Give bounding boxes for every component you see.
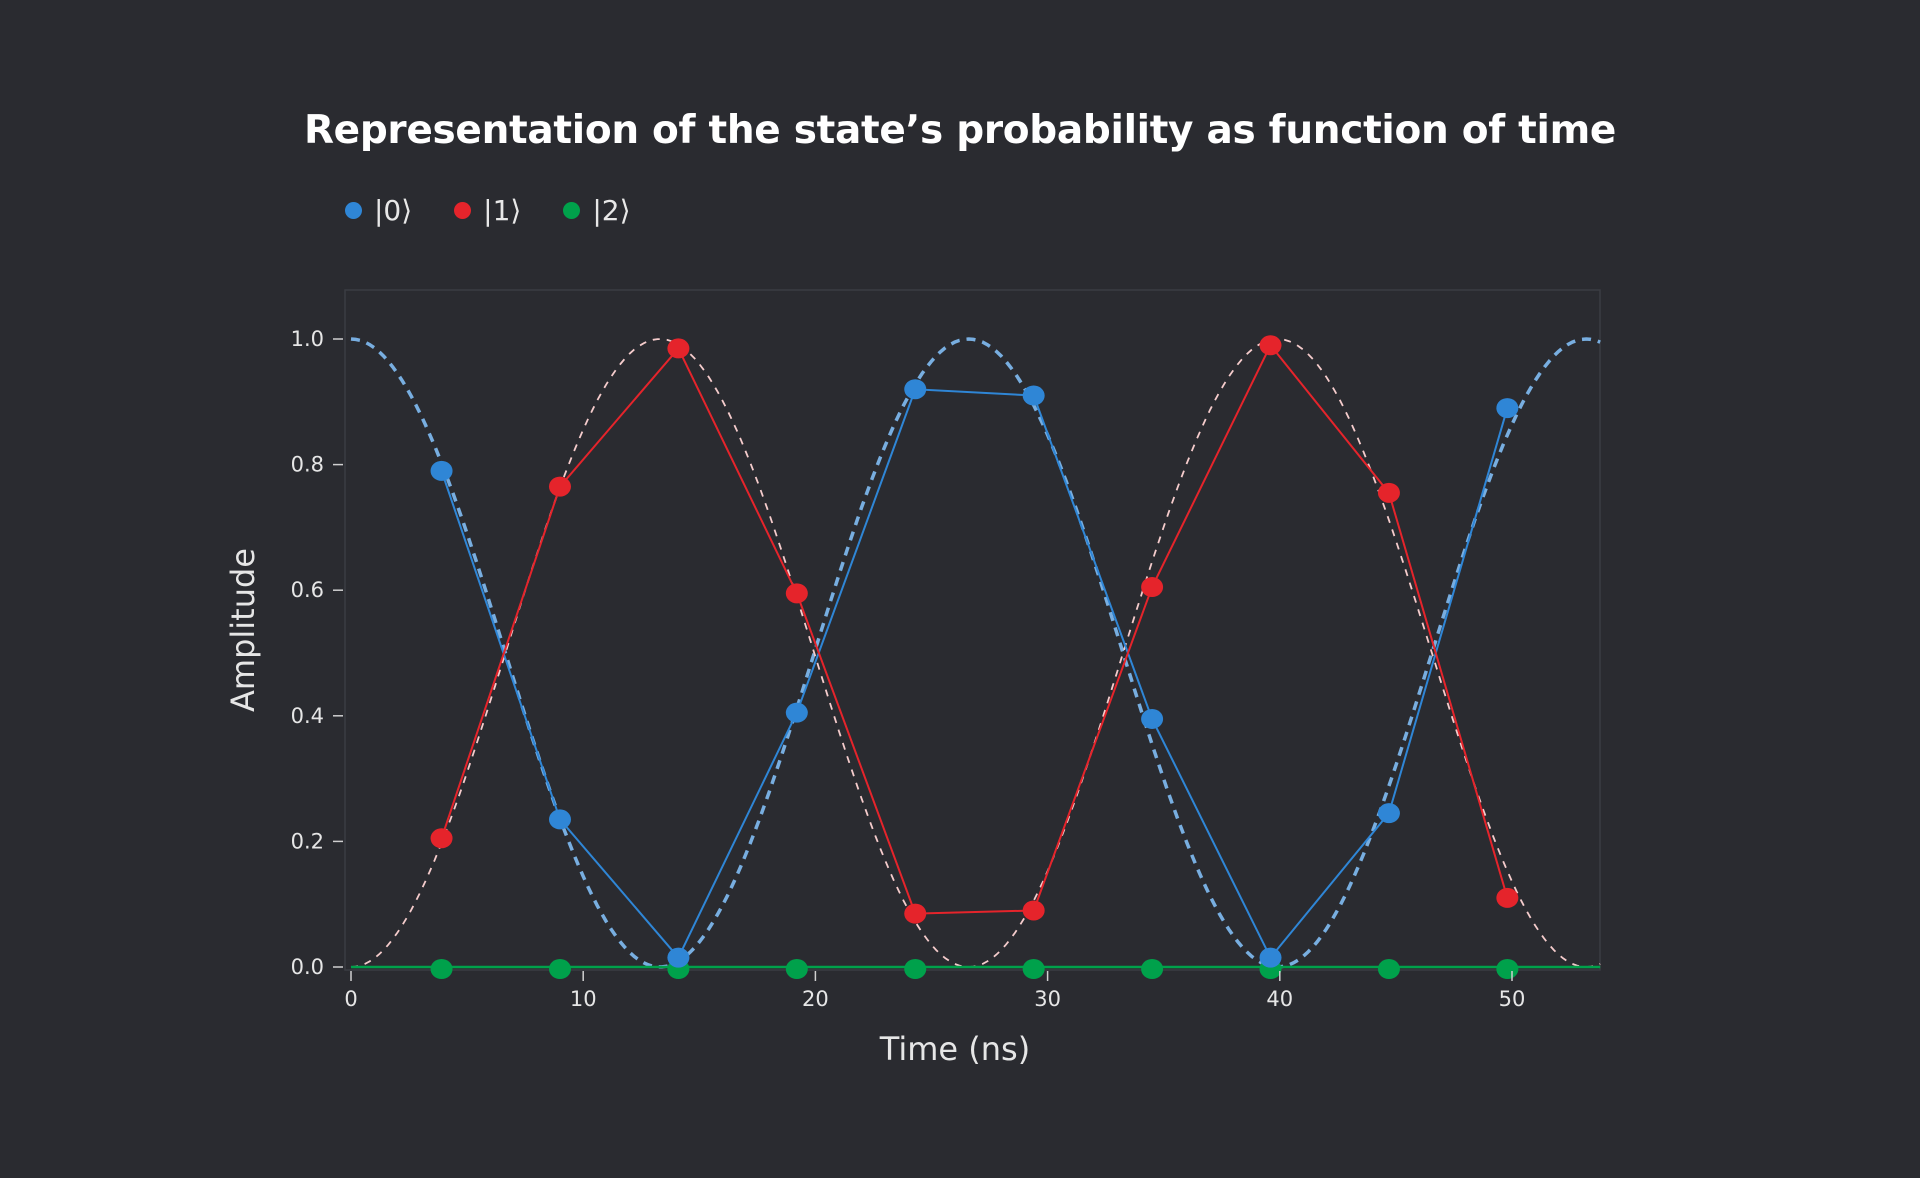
- legend-label: |1⟩: [483, 194, 522, 227]
- y-tick-label: 1.0: [291, 327, 324, 351]
- legend-item-state-1[interactable]: |1⟩: [454, 194, 521, 227]
- x-tick-label: 0: [344, 987, 357, 1011]
- data-point-state-1: [667, 338, 690, 359]
- x-tick-label: 30: [1034, 987, 1061, 1011]
- data-point-state-1: [785, 583, 808, 604]
- y-tick-label: 0.0: [291, 955, 324, 979]
- data-point-state-0: [667, 947, 690, 968]
- series-line-1: [440, 343, 1509, 915]
- data-point-state-2: [1377, 959, 1400, 979]
- data-point-state-0: [1259, 947, 1282, 968]
- data-point-state-0: [1022, 385, 1045, 406]
- plot-frame: [344, 289, 1601, 971]
- x-tick-label: 40: [1266, 987, 1293, 1011]
- legend-marker-icon: [345, 202, 362, 219]
- data-point-state-1: [548, 476, 571, 497]
- data-point-state-0: [548, 809, 571, 830]
- y-tick-label: 0.8: [291, 453, 324, 477]
- data-point-state-2: [1496, 959, 1519, 979]
- y-tick-label: 0.6: [291, 578, 324, 602]
- y-tick-label: 0.4: [291, 704, 324, 728]
- data-point-state-2: [785, 959, 808, 979]
- y-axis-label: Amplitude: [224, 548, 262, 712]
- series-line-0: [440, 388, 1509, 960]
- legend-item-state-2[interactable]: |2⟩: [563, 194, 631, 227]
- theory-curves: [350, 337, 1601, 969]
- data-point-state-2: [430, 959, 453, 979]
- data-point-state-1: [1377, 482, 1400, 503]
- data-point-state-0: [785, 702, 808, 723]
- data-point-state-2: [904, 959, 927, 979]
- legend-label: |2⟩: [592, 194, 631, 227]
- legend-label: |0⟩: [374, 194, 413, 227]
- data-point-state-0: [904, 379, 927, 400]
- data-point-state-0: [1377, 803, 1400, 824]
- series-lines: [440, 343, 1509, 960]
- data-point-state-1: [1259, 335, 1282, 356]
- data-point-state-2: [1022, 959, 1045, 979]
- series-points: [430, 335, 1519, 979]
- x-tick-label: 50: [1499, 987, 1526, 1011]
- x-axis-label: Time (ns): [879, 1030, 1030, 1068]
- data-point-state-0: [1141, 708, 1164, 729]
- data-point-state-1: [430, 828, 453, 849]
- data-point-state-2: [548, 959, 571, 979]
- data-point-state-1: [1141, 577, 1164, 598]
- legend: |0⟩ |1⟩ |2⟩: [345, 194, 631, 227]
- data-point-state-1: [1496, 887, 1519, 908]
- axes: 0 10 20 30 40 50 0.0 0.2 0.4 0.6 0.8 1.0: [291, 327, 1526, 1011]
- legend-item-state-0[interactable]: |0⟩: [345, 194, 412, 227]
- data-point-state-0: [1496, 398, 1519, 419]
- legend-marker-icon: [563, 202, 581, 219]
- y-tick-label: 0.2: [291, 829, 324, 853]
- theory-curve-sin2: [350, 338, 1601, 968]
- data-point-state-2: [1141, 959, 1164, 979]
- x-tick-label: 20: [802, 987, 829, 1011]
- legend-marker-icon: [454, 202, 472, 219]
- x-tick-label: 10: [570, 987, 597, 1011]
- data-point-state-1: [904, 903, 927, 924]
- chart-title: Representation of the state’s probabilit…: [303, 108, 1617, 153]
- theory-curve-cos2: [350, 337, 1601, 969]
- data-point-state-1: [1022, 900, 1045, 921]
- data-point-state-0: [430, 460, 453, 481]
